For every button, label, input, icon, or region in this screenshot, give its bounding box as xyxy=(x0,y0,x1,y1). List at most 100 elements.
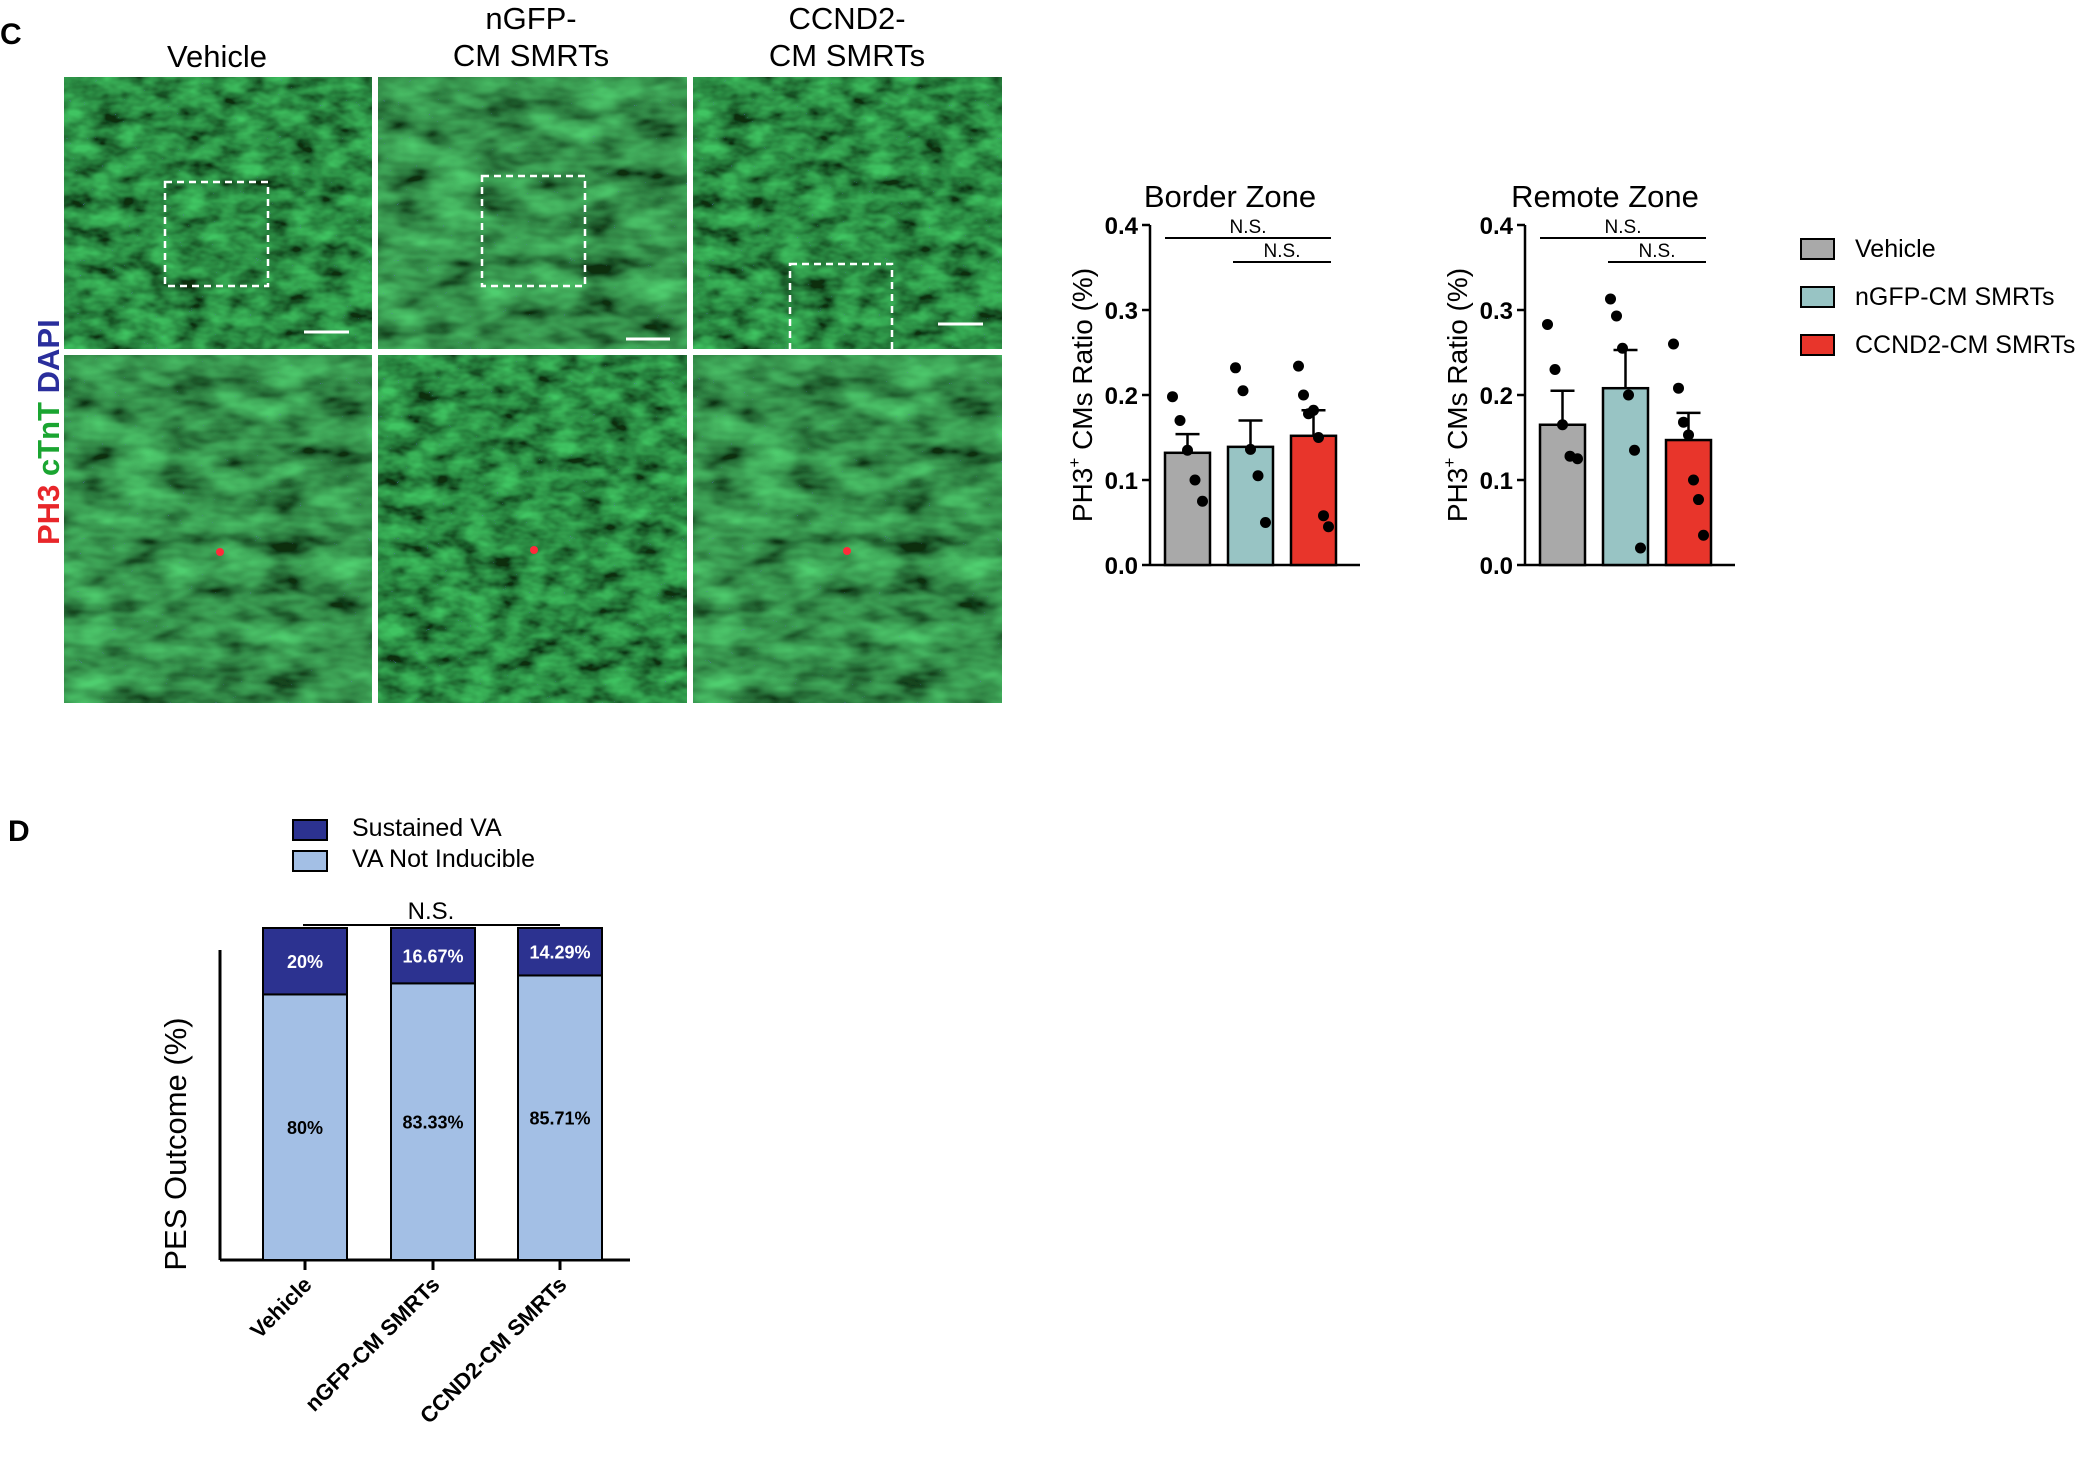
y-axis-label: PH3+ CMs Ratio (%) xyxy=(1065,268,1098,522)
y-axis-label: PH3+ CMs Ratio (%) xyxy=(1440,268,1473,522)
y-tick-label: 0.0 xyxy=(1105,553,1138,580)
data-point xyxy=(1323,521,1334,533)
data-point xyxy=(1617,342,1628,354)
micrograph-ngfp-overview xyxy=(378,77,687,349)
column-title-line2: CM SMRTs xyxy=(452,38,610,73)
data-point xyxy=(1298,389,1309,401)
column-title-vehicle: Vehicle xyxy=(62,38,372,75)
data-point xyxy=(1197,495,1208,507)
micrograph-vehicle-inset xyxy=(64,355,372,703)
data-point xyxy=(1572,453,1583,465)
data-point xyxy=(1623,389,1634,401)
data-point xyxy=(1683,429,1694,441)
column-title-line2: CM SMRTs xyxy=(768,38,926,73)
data-point xyxy=(1678,416,1689,428)
data-point xyxy=(1318,510,1329,522)
bar xyxy=(1289,434,1338,567)
data-point xyxy=(1189,474,1201,486)
significance-label: N.S. xyxy=(1230,217,1267,238)
inset-box xyxy=(480,174,587,288)
legend-swatch xyxy=(292,850,328,872)
panel-letter-d: D xyxy=(8,815,30,848)
data-point xyxy=(1629,444,1640,456)
segment-label: 85.71% xyxy=(529,1109,590,1129)
data-point xyxy=(1668,338,1679,350)
legend-label: VA Not Inducible xyxy=(352,845,535,873)
y-tick-label: 0.4 xyxy=(1105,213,1139,240)
data-point xyxy=(1635,542,1646,554)
stain-label-ctnt: cTnT xyxy=(31,402,66,477)
y-tick-label: 0.1 xyxy=(1105,468,1138,495)
data-point xyxy=(1308,404,1319,416)
legend-swatch xyxy=(1800,286,1835,308)
column-title-ccnd2: CCND2- CM SMRTs xyxy=(692,0,1002,74)
segment-label: 20% xyxy=(287,952,323,972)
ph3-positive-nucleus xyxy=(530,546,538,554)
column-title-line1: nGFP- xyxy=(485,1,577,36)
data-point xyxy=(1293,360,1304,372)
data-point xyxy=(1260,517,1271,528)
significance-label: N.S. xyxy=(1639,241,1676,262)
legend-swatch xyxy=(1800,238,1835,260)
bar xyxy=(1664,438,1713,567)
segment-label: 83.33% xyxy=(402,1113,463,1133)
column-title-ngfp: nGFP- CM SMRTs xyxy=(376,0,686,74)
inset-box xyxy=(163,180,270,288)
segment-label: 16.67% xyxy=(402,947,463,967)
data-point xyxy=(1237,385,1249,397)
stacked-bar-segment xyxy=(262,927,348,996)
data-point xyxy=(1557,419,1568,431)
micrograph-ccnd2-inset xyxy=(693,355,1002,703)
legend-swatch xyxy=(1800,334,1835,356)
data-point xyxy=(1549,364,1561,375)
stacked-bar-segment xyxy=(517,974,603,1261)
chart-title: Border Zone xyxy=(1144,179,1316,214)
column-title-line1: Vehicle xyxy=(167,39,267,74)
stain-label-ph3: PH3 xyxy=(31,484,66,545)
y-tick-label: 0.3 xyxy=(1105,298,1138,325)
data-point xyxy=(1605,293,1616,305)
stacked-bar-segment xyxy=(390,927,476,985)
legend: Vehicle nGFP-CM SMRTs CCND2-CM SMRTs xyxy=(1800,235,2100,395)
y-tick-label: 0.2 xyxy=(1105,383,1138,410)
chart-title: Remote Zone xyxy=(1511,179,1699,214)
stain-label-dapi: DAPI xyxy=(31,319,66,394)
pes-legend: Sustained VA VA Not Inducible xyxy=(292,814,592,884)
panel-letter-c: C xyxy=(0,18,22,51)
legend-label: Sustained VA xyxy=(352,814,502,842)
y-tick-label: 0.2 xyxy=(1480,383,1513,410)
ph3-positive-nucleus xyxy=(216,548,224,556)
legend-label: nGFP-CM SMRTs xyxy=(1855,283,2055,311)
data-point xyxy=(1693,494,1704,506)
y-tick-label: 0.1 xyxy=(1480,468,1513,495)
y-tick-label: 0.4 xyxy=(1480,213,1514,240)
y-tick-label: 0.0 xyxy=(1480,553,1513,580)
data-point xyxy=(1313,432,1324,443)
data-point xyxy=(1174,415,1186,426)
micrograph-ngfp-inset xyxy=(378,355,687,703)
y-axis-label: PES Outcome (%) xyxy=(158,1017,193,1270)
data-point xyxy=(1611,310,1622,322)
legend-swatch xyxy=(292,819,328,841)
data-point xyxy=(1252,470,1264,482)
chart-border-zone: Border Zone PH3+ CMs Ratio (%) 0.0 0.1 0.2 0.… xyxy=(1065,179,1360,580)
y-tick-label: 0.3 xyxy=(1480,298,1513,325)
bar xyxy=(1163,451,1212,567)
data-point xyxy=(1698,529,1709,541)
data-point xyxy=(1230,362,1241,374)
bar xyxy=(1601,386,1650,567)
x-tick-label: Vehicle xyxy=(245,1272,316,1343)
legend-label: CCND2-CM SMRTs xyxy=(1855,331,2076,359)
ph3-positive-nucleus xyxy=(843,547,851,555)
segment-label: 14.29% xyxy=(529,943,590,963)
micrograph-ccnd2-overview xyxy=(693,77,1002,349)
micrograph-vehicle-overview xyxy=(64,77,372,349)
x-tick-label: nGFP-CM SMRTs xyxy=(300,1272,444,1416)
data-point xyxy=(1182,444,1193,456)
significance-label: N.S. xyxy=(1605,217,1642,238)
data-point xyxy=(1673,382,1684,394)
data-point xyxy=(1688,474,1699,486)
inset-box xyxy=(788,262,894,349)
legend-label: Vehicle xyxy=(1855,235,1936,263)
significance-label: N.S. xyxy=(1264,241,1301,262)
